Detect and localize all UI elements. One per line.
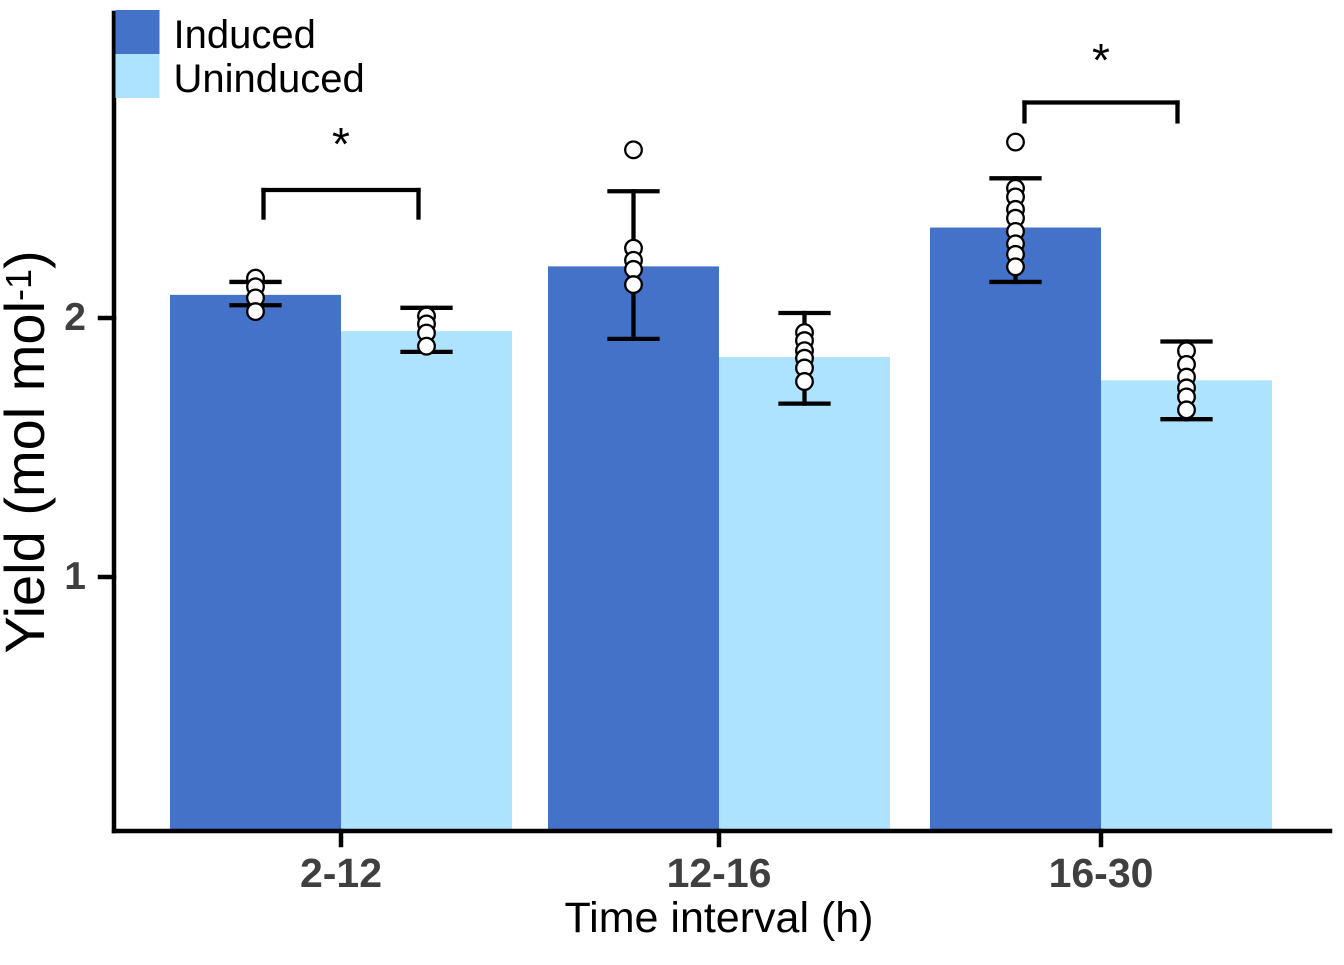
svg-text:1: 1 (64, 555, 86, 598)
svg-text:*: * (332, 118, 350, 170)
svg-text:2: 2 (64, 296, 86, 339)
svg-text:16-30: 16-30 (1049, 850, 1154, 896)
svg-text:Uninduced: Uninduced (174, 57, 365, 101)
svg-text:Induced: Induced (174, 13, 316, 57)
svg-text:Time interval (h): Time interval (h) (564, 894, 873, 942)
svg-text:*: * (1092, 34, 1110, 86)
svg-text:12-16: 12-16 (667, 850, 772, 896)
svg-text:2-12: 2-12 (300, 850, 382, 896)
svg-text:Yield (mol mol-1): Yield (mol mol-1) (0, 250, 56, 653)
